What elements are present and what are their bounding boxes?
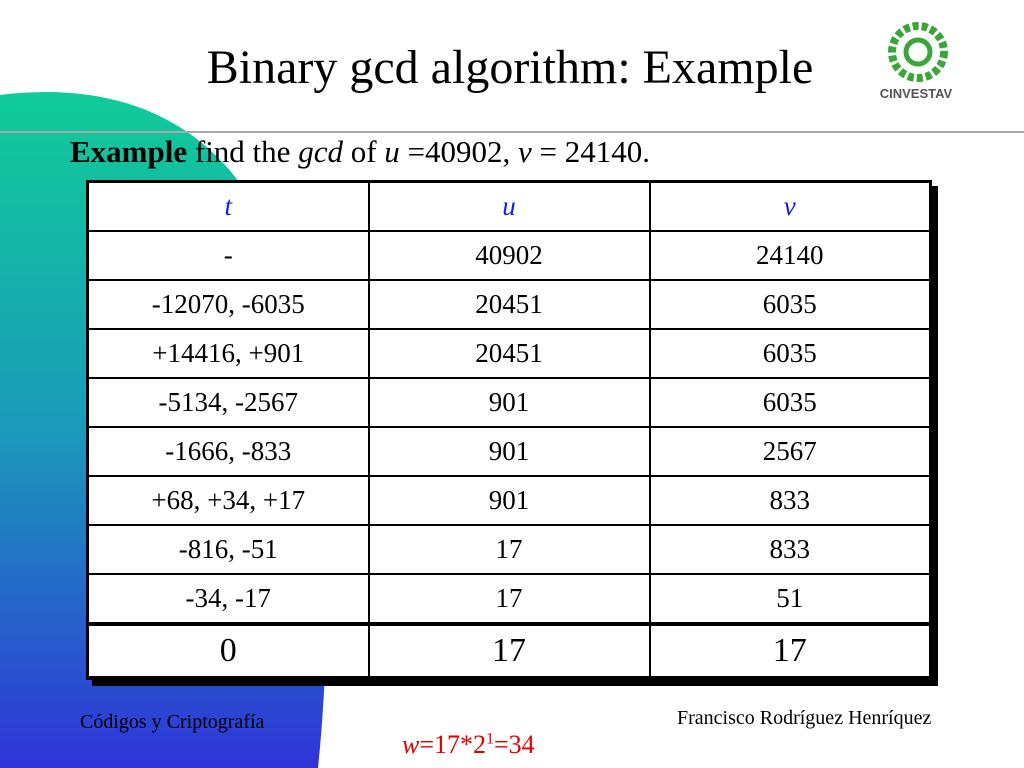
cell: 24140 <box>648 230 932 281</box>
footer-left: Códigos y Criptografía <box>80 711 265 733</box>
expr: =17*2 <box>419 730 487 759</box>
table-row: -12070, -6035 20451 6035 <box>86 279 932 330</box>
cell: -34, -17 <box>86 573 370 625</box>
cell: 20451 <box>367 328 651 379</box>
cell: 17 <box>367 622 651 680</box>
cell: -12070, -6035 <box>86 279 370 330</box>
cell: 901 <box>367 475 651 526</box>
table-row: 0 17 17 <box>86 622 932 680</box>
lead: Example <box>70 134 188 169</box>
table-row: -1666, -833 901 2567 <box>86 426 932 477</box>
text: u <box>384 134 400 169</box>
text: find the <box>194 134 291 169</box>
title: Binary gcd algorithm: Example <box>206 41 814 94</box>
table-row: +14416, +901 20451 6035 <box>86 328 932 379</box>
table-row: -40902 24140 <box>86 230 932 281</box>
footer-right: Francisco Rodríguez Henríquez <box>677 707 932 729</box>
table-row: -34, -17 17 51 <box>86 573 932 625</box>
table-row: -816, -51 17 833 <box>86 524 932 575</box>
cell: 6035 <box>648 328 932 379</box>
cell: 6035 <box>648 279 932 330</box>
logo: CINVESTAV <box>880 22 953 101</box>
cell: 901 <box>367 377 651 428</box>
cell: 40902 <box>367 230 651 281</box>
cell: 17 <box>648 622 932 680</box>
cell: 901 <box>367 426 651 477</box>
cell: 0 <box>86 622 370 680</box>
text: gcd <box>298 134 343 169</box>
cell: v <box>648 180 932 232</box>
logo-text: CINVESTAV <box>880 86 953 101</box>
cell: +14416, +901 <box>86 328 370 379</box>
example-line: Example find the gcd of u =40902, v = 24… <box>70 134 650 170</box>
cell: t <box>86 180 370 232</box>
cell: -1666, -833 <box>86 426 370 477</box>
tail: =34 <box>494 730 535 759</box>
text: =40902, <box>407 134 511 169</box>
text: = 24140. <box>539 134 651 169</box>
table-row: +68, +34, +17 901 833 <box>86 475 932 526</box>
table: t u v -40902 24140 -12070, -6035 20451 6035 +144… <box>86 180 932 680</box>
cell: 20451 <box>367 279 651 330</box>
cell: 17 <box>367 524 651 575</box>
cell: 51 <box>648 573 932 625</box>
var: w <box>402 730 420 759</box>
text: v <box>518 134 532 169</box>
cell: +68, +34, +17 <box>86 475 370 526</box>
cell: 833 <box>648 524 932 575</box>
result: w=17*21=34 <box>402 730 535 760</box>
cell: - <box>86 230 370 281</box>
table-row: -5134, -2567 901 6035 <box>86 377 932 428</box>
cell: -5134, -2567 <box>86 377 370 428</box>
cell: -816, -51 <box>86 524 370 575</box>
cell: 2567 <box>648 426 932 477</box>
exponent: 1 <box>486 730 495 748</box>
text: of <box>350 134 377 169</box>
cell: 833 <box>648 475 932 526</box>
cell: u <box>367 180 651 232</box>
cell: 17 <box>367 573 651 625</box>
cell: 6035 <box>648 377 932 428</box>
